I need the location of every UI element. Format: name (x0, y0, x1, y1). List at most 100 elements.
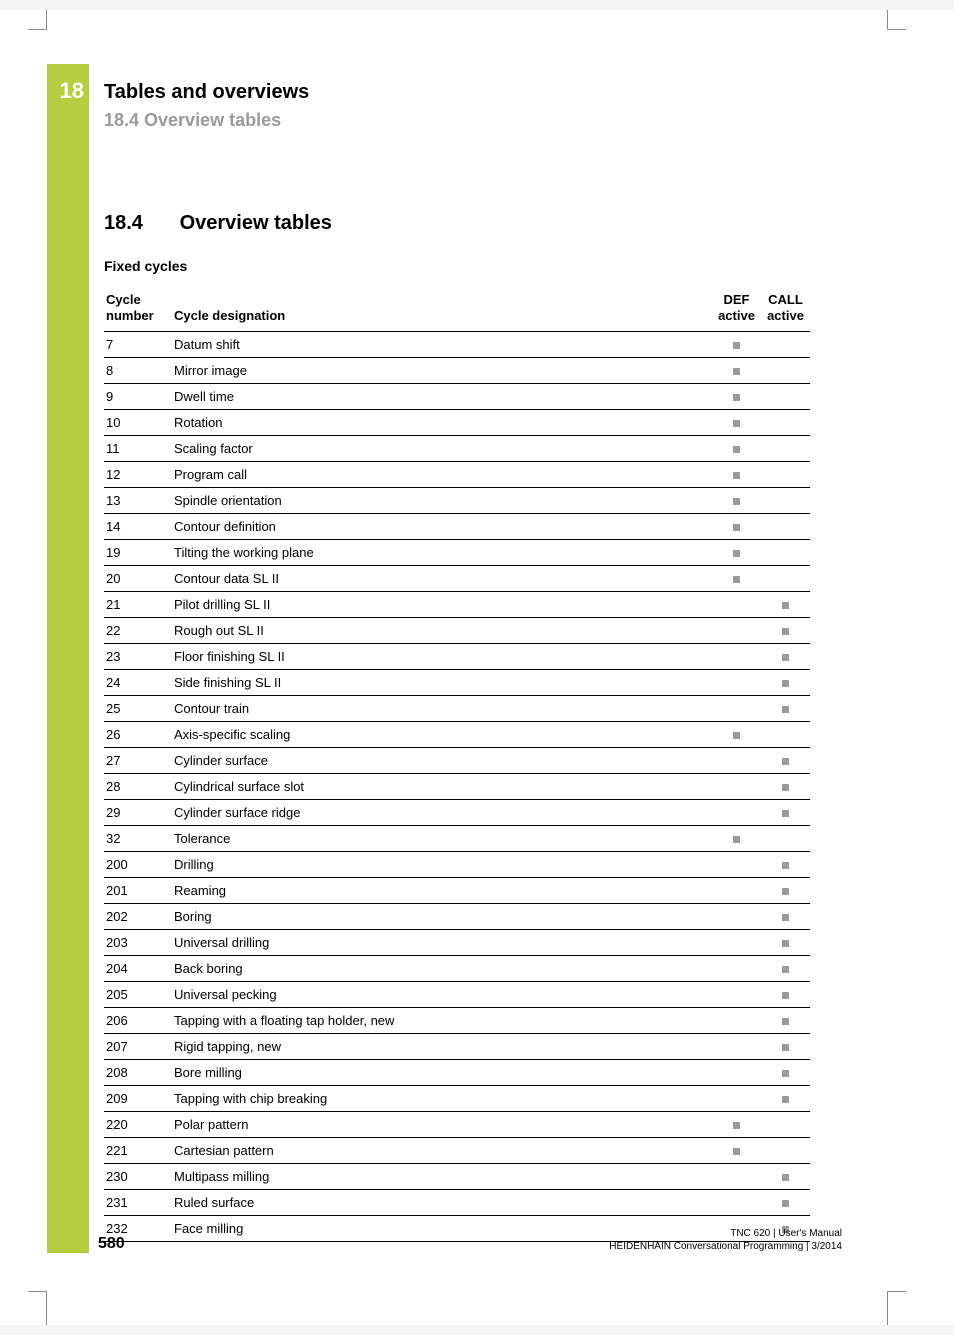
square-marker-icon (782, 810, 789, 817)
square-marker-icon (782, 1044, 789, 1051)
cell-cycle-designation: Cylindrical surface slot (172, 774, 712, 800)
cell-def-active (712, 1086, 761, 1112)
table-row: 27Cylinder surface (104, 748, 810, 774)
cell-def-active (712, 904, 761, 930)
cell-cycle-designation: Universal drilling (172, 930, 712, 956)
cell-cycle-designation: Tapping with chip breaking (172, 1086, 712, 1112)
cell-call-active (761, 748, 810, 774)
cell-cycle-number: 32 (104, 826, 172, 852)
square-marker-icon (782, 1200, 789, 1207)
cell-call-active (761, 488, 810, 514)
table-row: 21Pilot drilling SL II (104, 592, 810, 618)
cell-call-active (761, 644, 810, 670)
page-number: 580 (98, 1235, 125, 1253)
cell-cycle-designation: Universal pecking (172, 982, 712, 1008)
cell-def-active (712, 1034, 761, 1060)
cell-cycle-number: 206 (104, 1008, 172, 1034)
cell-def-active (712, 1112, 761, 1138)
cell-call-active (761, 618, 810, 644)
square-marker-icon (782, 1174, 789, 1181)
crop-mark (46, 1291, 47, 1325)
cell-def-active (712, 826, 761, 852)
cell-def-active (712, 1008, 761, 1034)
cell-cycle-designation: Contour train (172, 696, 712, 722)
cell-def-active (712, 930, 761, 956)
cell-call-active (761, 1138, 810, 1164)
fixed-cycles-table: Cyclenumber Cycle designation DEFactive … (104, 288, 810, 1242)
cell-cycle-number: 8 (104, 358, 172, 384)
cell-def-active (712, 1164, 761, 1190)
cell-call-active (761, 410, 810, 436)
cell-cycle-designation: Rotation (172, 410, 712, 436)
square-marker-icon (782, 1018, 789, 1025)
table-row: 204Back boring (104, 956, 810, 982)
square-marker-icon (733, 394, 740, 401)
cell-call-active (761, 1112, 810, 1138)
section-title: Overview tables (180, 212, 332, 234)
cell-cycle-designation: Drilling (172, 852, 712, 878)
cell-def-active (712, 514, 761, 540)
cell-cycle-number: 14 (104, 514, 172, 540)
square-marker-icon (733, 368, 740, 375)
square-marker-icon (782, 940, 789, 947)
table-row: 230Multipass milling (104, 1164, 810, 1190)
cell-cycle-number: 19 (104, 540, 172, 566)
cell-def-active (712, 878, 761, 904)
cell-cycle-designation: Side finishing SL II (172, 670, 712, 696)
cell-cycle-number: 204 (104, 956, 172, 982)
cell-def-active (712, 384, 761, 410)
cell-cycle-designation: Axis-specific scaling (172, 722, 712, 748)
cell-def-active (712, 488, 761, 514)
cell-call-active (761, 358, 810, 384)
cell-def-active (712, 1060, 761, 1086)
cell-cycle-designation: Bore milling (172, 1060, 712, 1086)
cell-def-active (712, 358, 761, 384)
table-row: 201Reaming (104, 878, 810, 904)
square-marker-icon (782, 706, 789, 713)
cell-cycle-designation: Floor finishing SL II (172, 644, 712, 670)
cell-call-active (761, 670, 810, 696)
table-row: 22Rough out SL II (104, 618, 810, 644)
square-marker-icon (733, 446, 740, 453)
table-row: 13Spindle orientation (104, 488, 810, 514)
square-marker-icon (782, 1096, 789, 1103)
cell-call-active (761, 436, 810, 462)
cell-call-active (761, 826, 810, 852)
square-marker-icon (782, 758, 789, 765)
cell-cycle-number: 29 (104, 800, 172, 826)
square-marker-icon (782, 1070, 789, 1077)
cell-cycle-designation: Cartesian pattern (172, 1138, 712, 1164)
cell-call-active (761, 566, 810, 592)
cell-cycle-number: 209 (104, 1086, 172, 1112)
table-row: 24Side finishing SL II (104, 670, 810, 696)
cell-call-active (761, 1008, 810, 1034)
table-row: 221Cartesian pattern (104, 1138, 810, 1164)
cell-cycle-number: 13 (104, 488, 172, 514)
table-row: 207Rigid tapping, new (104, 1034, 810, 1060)
table-row: 11Scaling factor (104, 436, 810, 462)
cell-cycle-designation: Tapping with a floating tap holder, new (172, 1008, 712, 1034)
cell-call-active (761, 878, 810, 904)
footer-line2: HEIDENHAIN Conversational Programming | … (609, 1241, 842, 1252)
square-marker-icon (733, 1122, 740, 1129)
cell-cycle-designation: Boring (172, 904, 712, 930)
chapter-title: Tables and overviews (104, 81, 309, 104)
table-row: 25Contour train (104, 696, 810, 722)
cell-cycle-designation: Contour data SL II (172, 566, 712, 592)
cell-cycle-number: 220 (104, 1112, 172, 1138)
cell-call-active (761, 852, 810, 878)
cell-cycle-designation: Spindle orientation (172, 488, 712, 514)
col-header-def-active: DEFactive (712, 288, 761, 332)
cell-cycle-designation: Reaming (172, 878, 712, 904)
cell-cycle-number: 9 (104, 384, 172, 410)
table-row: 28Cylindrical surface slot (104, 774, 810, 800)
square-marker-icon (733, 420, 740, 427)
square-marker-icon (733, 472, 740, 479)
square-marker-icon (733, 498, 740, 505)
cell-call-active (761, 540, 810, 566)
cell-cycle-designation: Pilot drilling SL II (172, 592, 712, 618)
cell-def-active (712, 436, 761, 462)
cell-cycle-designation: Datum shift (172, 332, 712, 358)
table-row: 23Floor finishing SL II (104, 644, 810, 670)
cell-def-active (712, 644, 761, 670)
